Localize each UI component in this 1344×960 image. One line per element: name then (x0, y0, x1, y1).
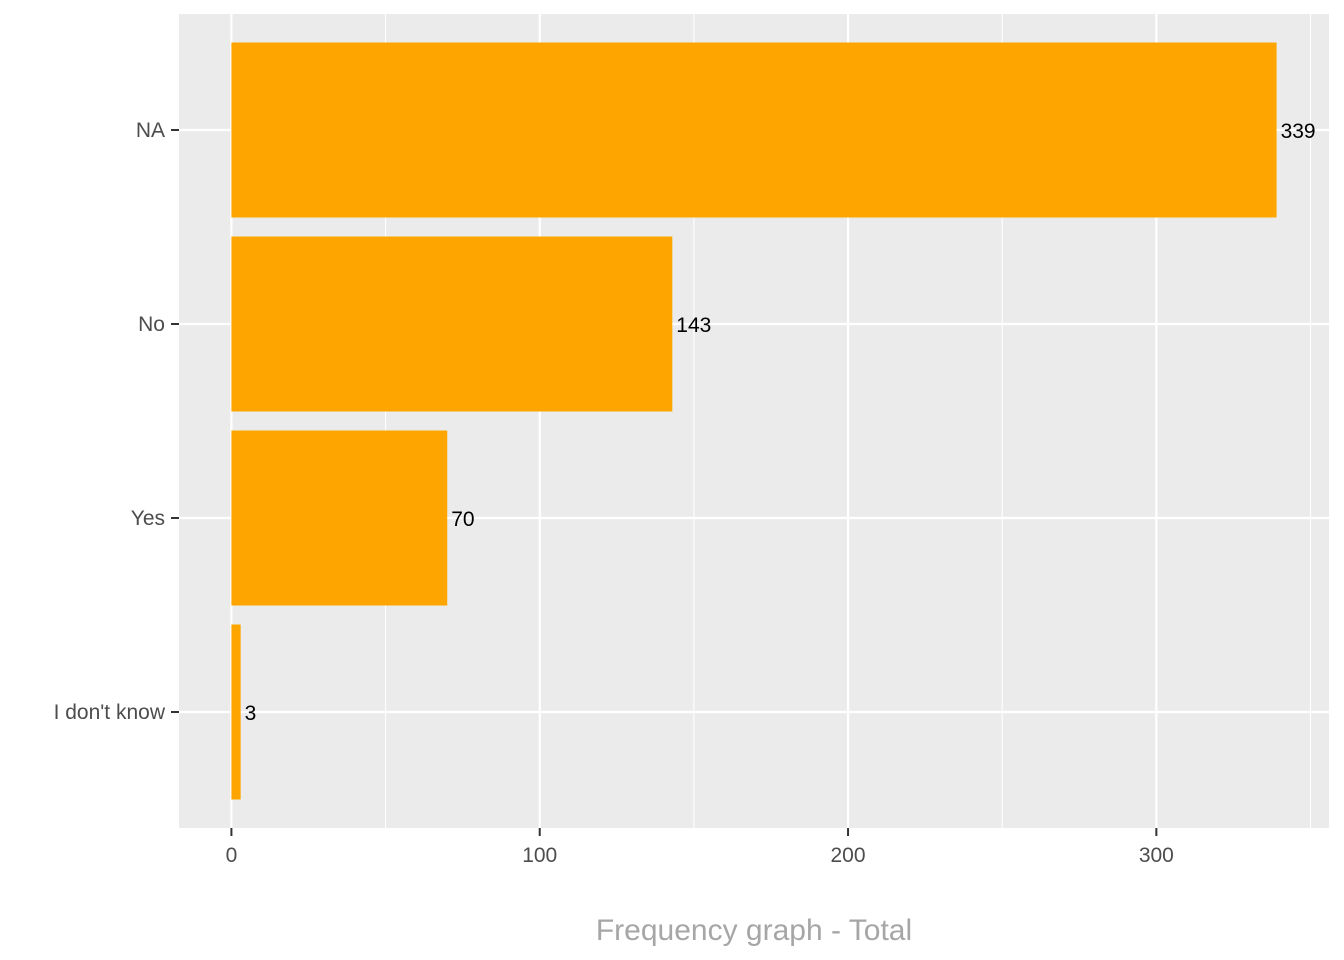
data-label: 143 (676, 314, 711, 337)
x-tick-label: 300 (1139, 844, 1174, 867)
bars (231, 42, 1277, 800)
bar-no (231, 236, 673, 412)
y-tick-label: Yes (131, 507, 165, 530)
y-axis: NA No Yes I don't know (54, 119, 179, 724)
bar-yes (231, 430, 448, 606)
y-tick-label: I don't know (54, 701, 166, 724)
x-tick-label: 0 (226, 844, 238, 867)
data-labels: 339 143 70 3 (245, 120, 1316, 725)
data-label: 3 (245, 702, 257, 725)
x-tick-label: 200 (831, 844, 866, 867)
y-tick-label: No (138, 313, 165, 336)
y-tick-label: NA (136, 119, 165, 142)
x-axis: 0 100 200 300 (226, 828, 1174, 867)
data-label: 70 (451, 508, 474, 531)
data-label: 339 (1281, 120, 1316, 143)
x-tick-label: 100 (522, 844, 557, 867)
bar-i-don-t-know (231, 624, 241, 800)
x-axis-title: Frequency graph - Total (596, 914, 912, 947)
bar-na (231, 42, 1277, 218)
